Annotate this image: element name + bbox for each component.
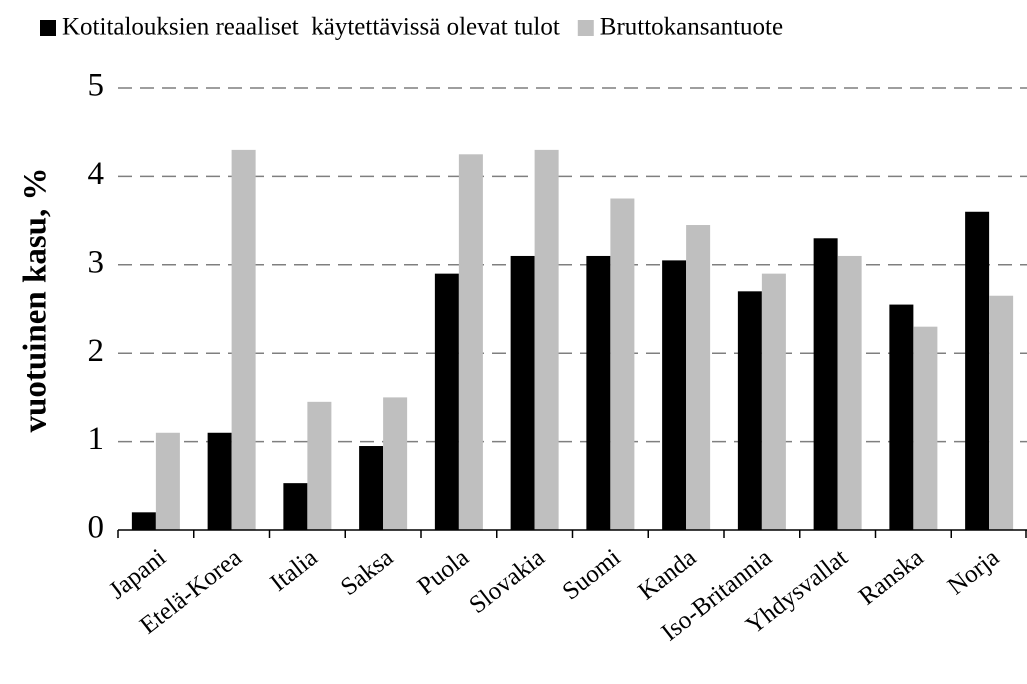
legend-swatch xyxy=(40,20,56,36)
bar xyxy=(662,260,687,530)
bar xyxy=(813,238,838,530)
bar xyxy=(837,255,862,530)
bar xyxy=(610,198,635,530)
bar xyxy=(307,401,332,530)
bar xyxy=(283,483,308,530)
y-tick-label: 5 xyxy=(88,68,105,104)
y-tick-label: 3 xyxy=(88,244,105,280)
bar xyxy=(686,225,711,530)
x-tick-label: Suomi xyxy=(558,544,626,606)
y-axis-label: vuotuinen kasu, % xyxy=(18,167,54,432)
x-tick-label: Saksa xyxy=(336,544,399,601)
legend-label: Kotitalouksien reaaliset käytettävissä o… xyxy=(62,14,560,41)
x-tick-label: Japani xyxy=(104,544,171,605)
bar xyxy=(510,255,535,530)
x-tick-label: Norja xyxy=(943,544,1004,600)
bar xyxy=(359,446,384,530)
bar xyxy=(155,432,180,530)
y-tick-label: 1 xyxy=(88,421,105,457)
x-tick-label: Ranska xyxy=(854,544,929,611)
bar xyxy=(434,273,459,530)
bar xyxy=(231,149,256,530)
legend-label: Bruttokansantuote xyxy=(600,14,783,41)
bar xyxy=(737,291,762,530)
y-tick-label: 4 xyxy=(88,156,105,192)
bar xyxy=(889,304,914,530)
legend-swatch xyxy=(577,20,594,36)
bar xyxy=(761,273,786,530)
x-tick-label: Kanda xyxy=(633,544,701,605)
bar xyxy=(131,512,156,530)
bar xyxy=(586,255,611,530)
bar xyxy=(458,154,483,531)
x-tick-label: Slovakia xyxy=(464,544,550,619)
y-tick-label: 0 xyxy=(88,510,105,546)
bar xyxy=(534,149,559,530)
bar xyxy=(989,295,1014,530)
bar xyxy=(913,326,938,530)
bar xyxy=(383,397,408,530)
x-tick-label: Italia xyxy=(266,544,323,597)
y-tick-label: 2 xyxy=(88,333,105,369)
bar xyxy=(965,211,990,530)
bar xyxy=(207,432,232,530)
x-tick-label: Puola xyxy=(413,544,475,600)
